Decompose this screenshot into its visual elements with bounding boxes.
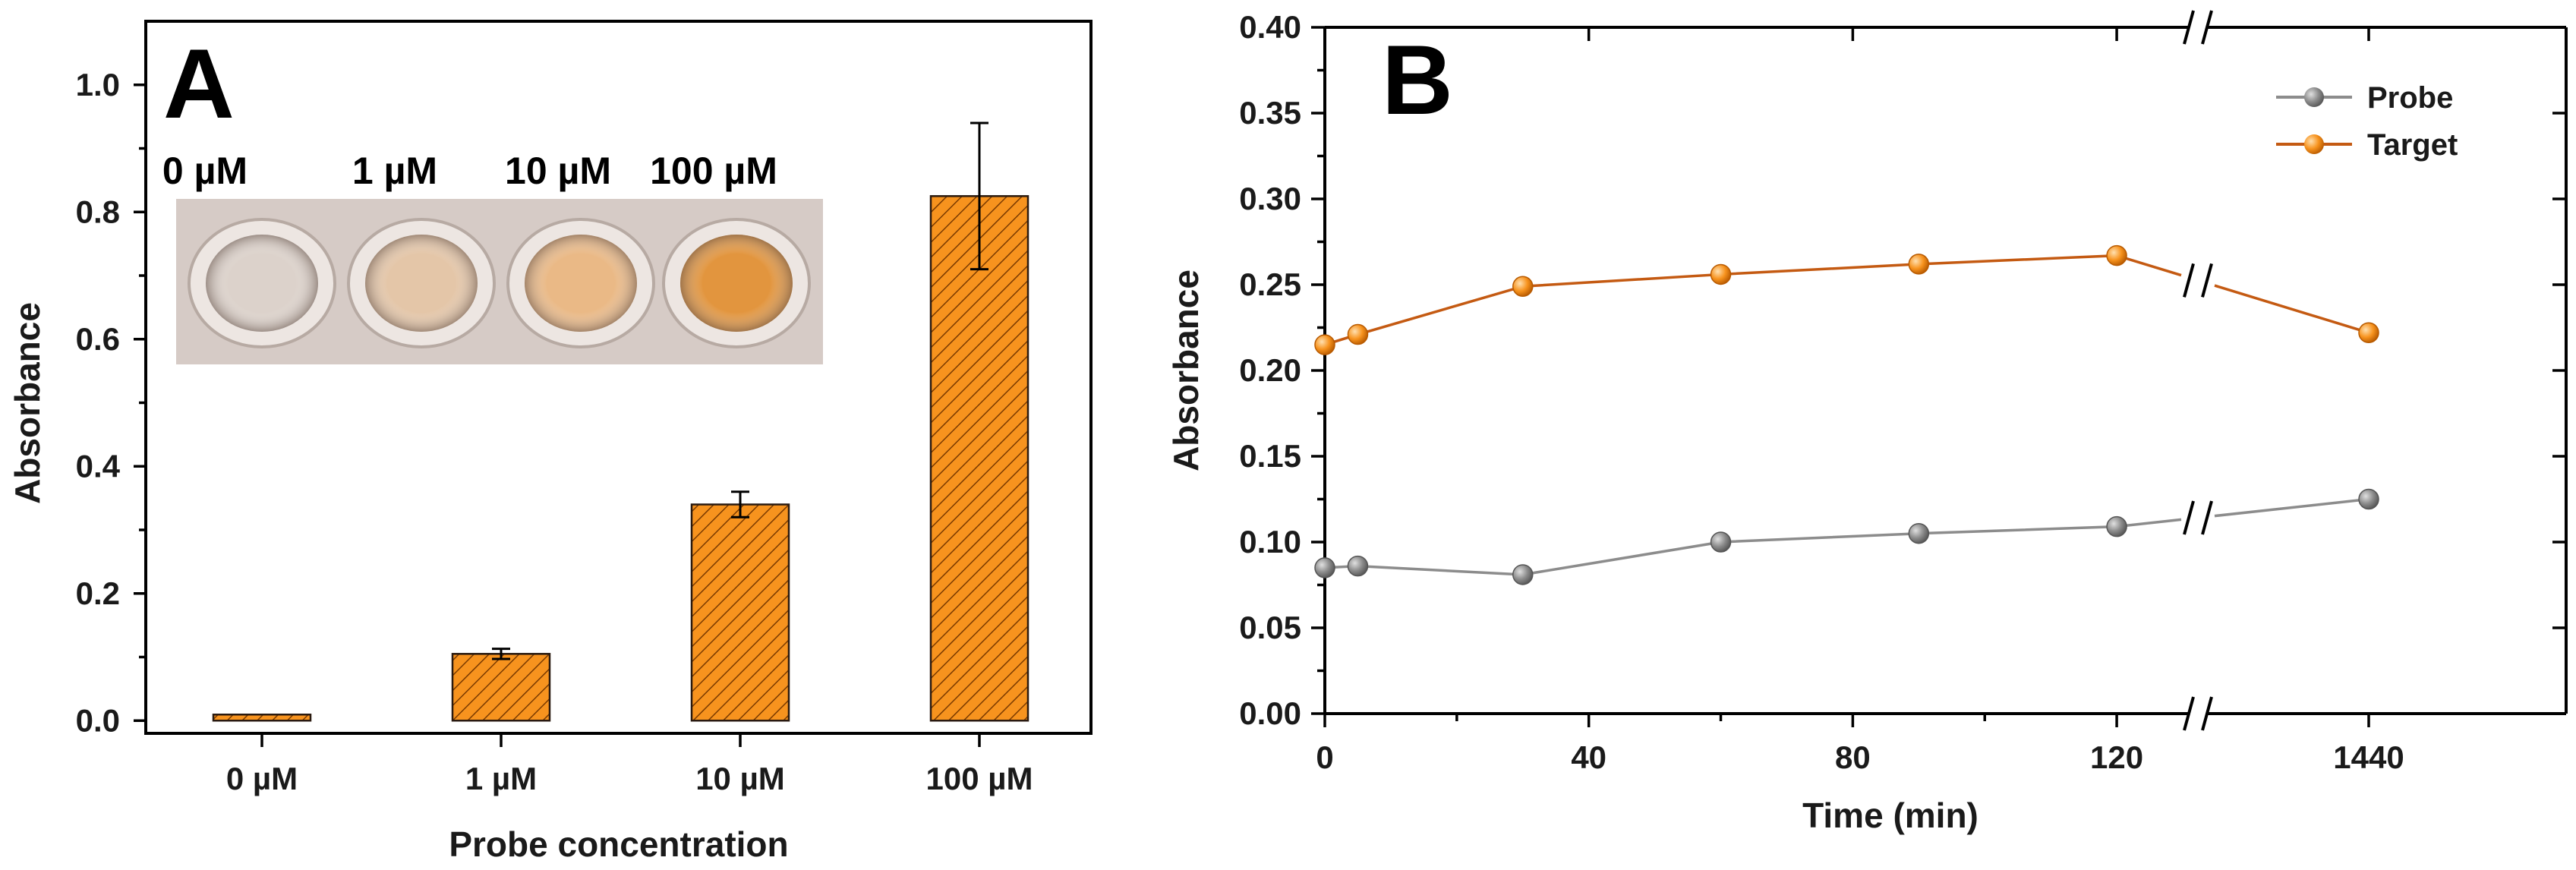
y-tick-label: 0.10	[1239, 524, 1301, 560]
data-point	[1314, 557, 1335, 578]
bar-0	[212, 714, 312, 722]
panel-b-y-axis-title: Absorbance	[1166, 270, 1206, 471]
y-tick-label: 0.2	[76, 575, 120, 611]
inset-labels: 0 µM 1 µM 10 µM 100 µM	[162, 150, 777, 192]
panel-a-bars	[212, 195, 1029, 722]
data-point	[1512, 276, 1534, 298]
y-tick-label: 0.05	[1239, 610, 1301, 645]
y-tick-label: 0.30	[1239, 181, 1301, 216]
panel-b-y-axis: 0.00 0.05 0.10 0.15 0.20 0.25 0.30 0.35 0.40	[1239, 9, 2566, 731]
data-point	[1908, 254, 1930, 275]
y-tick-label: 0.4	[76, 448, 121, 484]
inset-label-0: 0 µM	[162, 150, 248, 192]
series-target	[1314, 244, 2379, 355]
error-bar-1	[492, 648, 510, 660]
panel-b-x-axis-title: Time (min)	[1802, 796, 1979, 835]
series-line	[1324, 518, 2182, 576]
inset-label-1: 1 µM	[352, 150, 437, 192]
panel-a-x-axis-title: Probe concentration	[449, 824, 788, 864]
legend-label: Probe	[2367, 81, 2453, 115]
bar-2	[690, 503, 790, 722]
data-point	[1710, 263, 1732, 285]
well-2	[506, 218, 655, 348]
well-0	[188, 218, 336, 348]
legend-swatch-marker	[2304, 87, 2324, 107]
x-tick-label: 80	[1835, 739, 1871, 775]
data-point	[1314, 334, 1335, 355]
top-axis-break	[2183, 10, 2213, 45]
bottom-axis-break	[2183, 696, 2213, 731]
y-tick-label: 0.35	[1239, 95, 1301, 131]
y-tick-label: 0.40	[1239, 9, 1301, 45]
line-break-mark	[2183, 263, 2213, 298]
series-line	[2214, 497, 2369, 518]
line-break-mark	[2183, 500, 2213, 535]
data-point	[2358, 488, 2379, 510]
series-probe	[1314, 488, 2379, 585]
y-tick-label: 0.0	[76, 702, 120, 738]
panel-b-letter: B	[1382, 24, 1453, 135]
y-tick-label: 0.15	[1239, 438, 1301, 474]
panel-a-y-axis: 0.0 0.2 0.4 0.6 0.8 1.0	[76, 67, 146, 738]
x-tick-label: 1440	[2333, 739, 2404, 775]
x-tick-label: 120	[2090, 739, 2143, 775]
x-tick-label: 0 µM	[226, 761, 298, 796]
panel-a-frame	[144, 20, 1093, 735]
panel-a-error-bars	[492, 121, 988, 660]
legend-label: Target	[2367, 128, 2458, 162]
data-point	[2358, 322, 2379, 344]
panel-a-letter: A	[163, 28, 235, 139]
legend-item-target: Target	[2276, 128, 2458, 162]
y-tick-label: 0.00	[1239, 695, 1301, 731]
data-point	[1512, 564, 1534, 585]
panel-b: B 0.00 0.05 0.10 0.15 0.20 0.25 0.30 0.35 0.40 0…	[1166, 9, 2568, 835]
data-point	[2106, 244, 2127, 266]
x-tick-label: 1 µM	[465, 761, 537, 796]
panel-a-y-axis-title: Absorbance	[8, 302, 47, 504]
panel-b-x-axis: 0 40 80 120 1440	[1316, 27, 2404, 775]
well-3	[662, 218, 811, 348]
panel-b-series	[1314, 244, 2379, 585]
x-tick-label: 10 µM	[695, 761, 785, 796]
y-tick-label: 0.20	[1239, 352, 1301, 388]
x-tick-label: 40	[1571, 739, 1606, 775]
inset-label-2: 10 µM	[505, 150, 611, 192]
bar-3	[929, 195, 1029, 722]
data-point	[1710, 531, 1732, 553]
y-tick-label: 1.0	[76, 67, 120, 102]
series-line	[1324, 254, 2182, 346]
bar-1	[451, 653, 551, 722]
data-point	[1908, 522, 1930, 544]
y-tick-label: 0.6	[76, 321, 120, 357]
error-bar-2	[731, 490, 749, 519]
well-1	[347, 218, 496, 348]
panel-a: A 0 µM 1 µM 10 µM 100 µM 0.0 0.2 0.4 0.6 0.8 1.0…	[8, 20, 1093, 864]
y-tick-label: 0.8	[76, 194, 120, 229]
panel-a-x-axis: 0 µM 1 µM 10 µM 100 µM	[226, 733, 1033, 796]
inset-label-3: 100 µM	[650, 150, 777, 192]
well-plate-photo	[176, 199, 823, 364]
data-point	[1347, 555, 1369, 577]
x-tick-label: 100 µM	[926, 761, 1033, 796]
panel-b-legend: Probe Target	[2276, 81, 2458, 162]
axis-break-marks	[2183, 10, 2213, 731]
data-point	[2106, 515, 2127, 537]
x-tick-label: 0	[1316, 739, 1333, 775]
data-point	[1347, 323, 1369, 345]
error-bar-3	[970, 121, 988, 271]
legend-item-probe: Probe	[2276, 81, 2453, 115]
y-tick-label: 0.25	[1239, 266, 1301, 302]
series-line	[2214, 284, 2369, 334]
legend-swatch-marker	[2304, 134, 2324, 154]
